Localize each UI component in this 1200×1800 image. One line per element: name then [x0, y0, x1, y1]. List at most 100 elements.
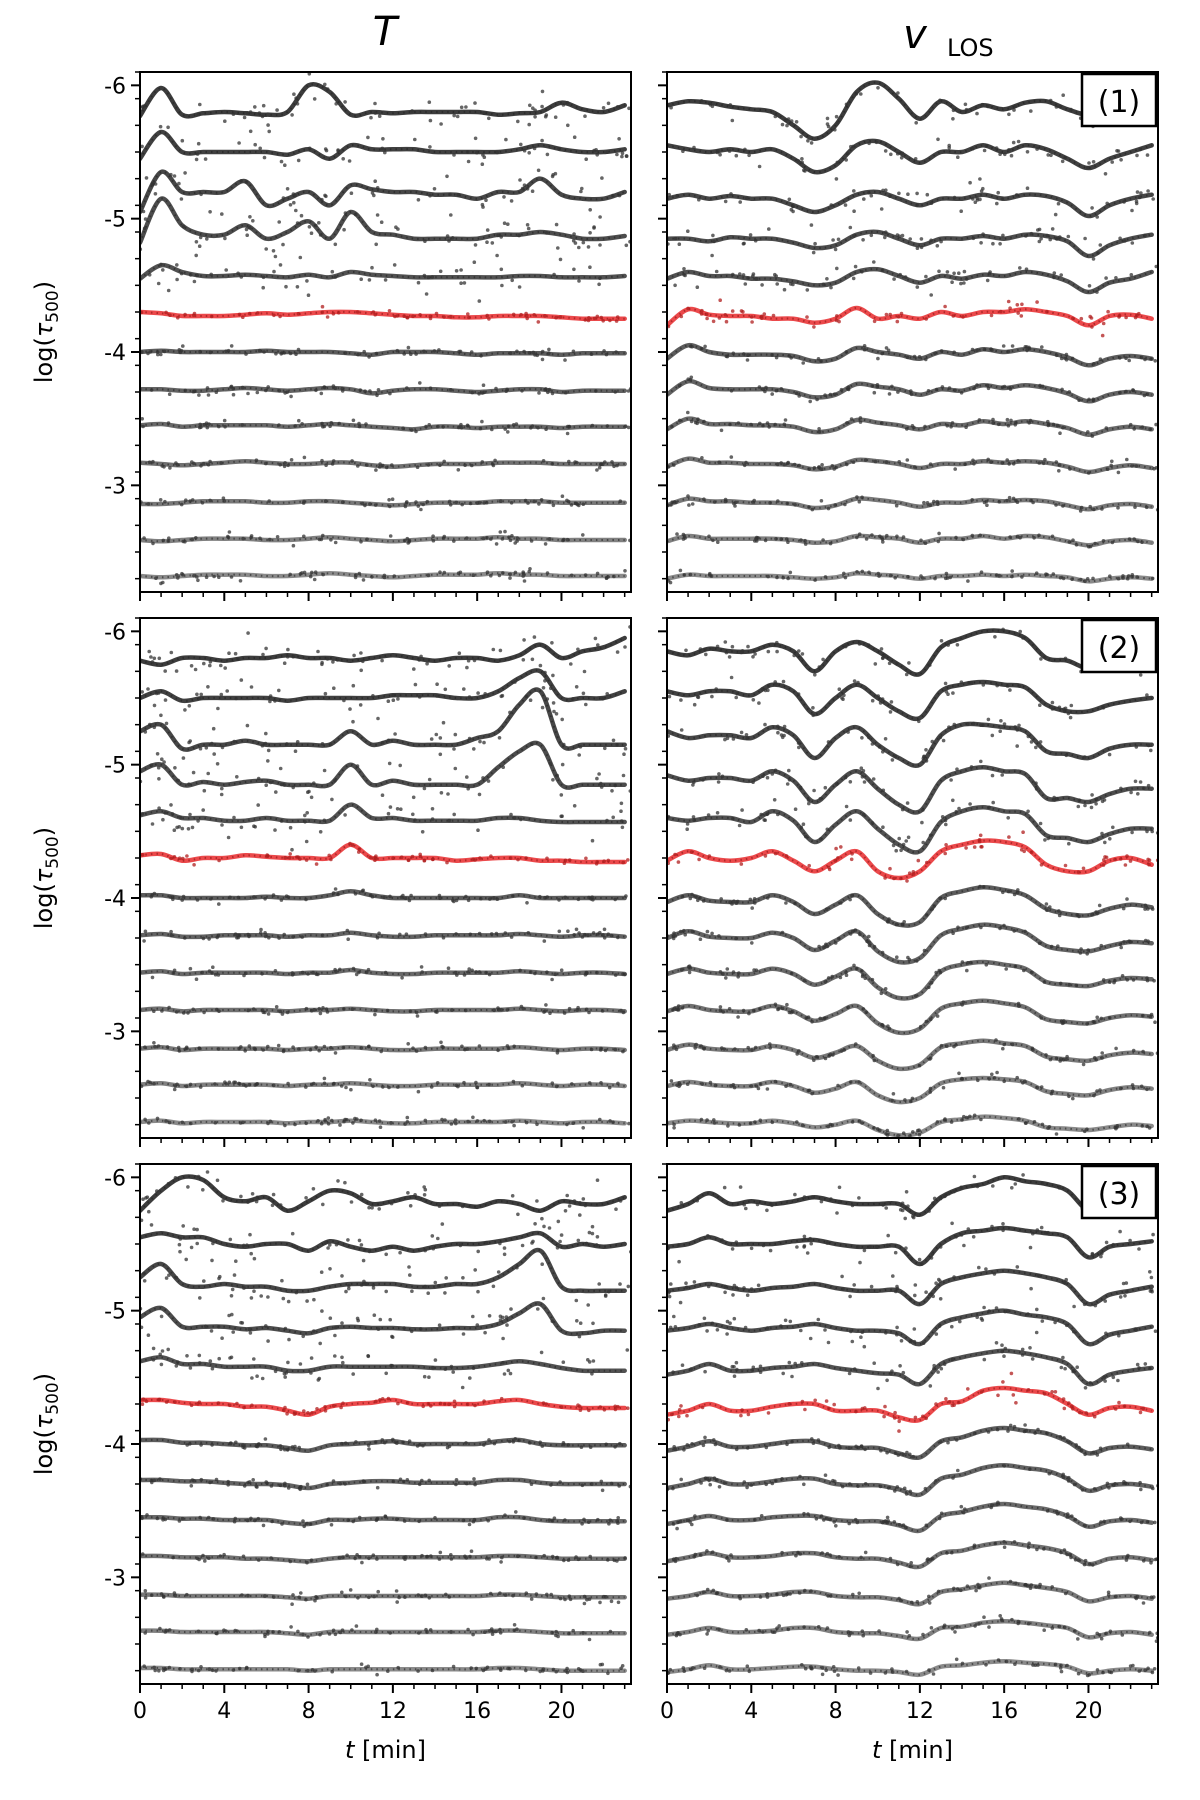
sample-point [978, 177, 982, 181]
sample-point [367, 1595, 371, 1600]
sample-point [334, 102, 339, 106]
sample-point [1067, 540, 1072, 544]
sample-point [573, 241, 578, 245]
sample-point [237, 141, 241, 145]
sample-point [452, 113, 457, 118]
sample-point [329, 1045, 333, 1050]
sample-point [448, 192, 452, 197]
sample-point [499, 235, 504, 239]
sample-point [925, 1558, 930, 1562]
sample-point [995, 1427, 1000, 1432]
sample-point [1099, 1520, 1103, 1524]
sample-point [582, 1601, 587, 1606]
sample-point [750, 906, 754, 910]
sample-point [877, 745, 882, 749]
sample-point [484, 1240, 489, 1245]
sample-point [741, 242, 746, 246]
sample-point [839, 387, 844, 392]
sample-point [297, 418, 301, 423]
sample-point [306, 1411, 310, 1415]
series-line [667, 189, 1154, 219]
sample-point [728, 1321, 732, 1325]
sample-point [857, 499, 862, 504]
sample-point [1043, 1230, 1048, 1235]
sample-point [413, 137, 417, 142]
sample-point [1135, 190, 1140, 194]
sample-point [981, 683, 986, 687]
sample-point [869, 1284, 874, 1289]
sample-point [518, 968, 522, 973]
sample-point [1074, 983, 1079, 988]
sample-point [184, 1084, 189, 1089]
sample-point [708, 1482, 712, 1487]
sample-point [140, 1402, 145, 1406]
sample-point [426, 463, 431, 467]
sample-point [732, 1365, 736, 1369]
sample-point [793, 503, 797, 507]
sample-point [427, 1478, 432, 1483]
sample-point [855, 535, 859, 540]
sample-point [1114, 1046, 1118, 1051]
sample-point [318, 1632, 322, 1637]
sample-point [912, 354, 917, 359]
sample-point [153, 192, 158, 196]
sample-point [447, 818, 452, 823]
sample-point [852, 189, 856, 193]
sample-point [377, 114, 382, 118]
sample-point [896, 390, 900, 394]
sample-point [1104, 1240, 1109, 1245]
sample-point [1003, 1346, 1008, 1351]
sample-point [550, 1319, 555, 1323]
sample-point [800, 1399, 805, 1404]
sample-point [387, 1085, 391, 1090]
sample-point [936, 539, 941, 544]
sample-point [176, 315, 180, 320]
sample-point [461, 1276, 465, 1280]
sample-point [524, 694, 529, 699]
sample-point [283, 1405, 287, 1410]
sample-point [388, 391, 392, 396]
sample-point [260, 743, 265, 748]
sample-point [227, 1080, 232, 1085]
sample-point [577, 245, 581, 250]
sample-point [1042, 1392, 1047, 1396]
sample-point [277, 389, 282, 393]
sample-point [952, 1586, 956, 1591]
sample-point [680, 1006, 685, 1010]
sample-point [815, 397, 819, 402]
sample-point [220, 1336, 224, 1340]
sample-point [686, 306, 690, 311]
sample-point [390, 1363, 395, 1368]
sample-point [602, 1594, 606, 1599]
sample-point [1000, 1349, 1004, 1354]
sample-point [1062, 707, 1066, 711]
sample-point [1028, 1245, 1033, 1250]
sample-point [436, 424, 440, 429]
sample-point [208, 350, 213, 355]
sample-point [1128, 859, 1133, 863]
series-line [667, 1175, 1154, 1217]
sample-point [539, 1350, 544, 1355]
sample-point [551, 778, 555, 782]
sample-point [273, 254, 278, 259]
sample-point [1038, 383, 1042, 388]
sample-point [255, 311, 260, 315]
sample-point [935, 244, 940, 248]
sample-point [374, 242, 379, 247]
sample-point [613, 897, 617, 902]
sample-point [1049, 1091, 1054, 1096]
sample-point [1077, 1445, 1081, 1450]
series-dots [140, 1119, 625, 1125]
sample-point [765, 1595, 770, 1599]
sample-point [936, 137, 940, 142]
sample-point [688, 572, 693, 577]
sample-point [840, 1484, 845, 1489]
sample-point [522, 1516, 526, 1520]
sample-point [199, 1443, 203, 1447]
sample-point [1064, 1323, 1069, 1328]
sample-point [959, 391, 964, 395]
sample-point [677, 1414, 681, 1419]
sample-point [288, 572, 293, 577]
sample-point [783, 1318, 788, 1323]
sample-point [950, 1550, 954, 1555]
